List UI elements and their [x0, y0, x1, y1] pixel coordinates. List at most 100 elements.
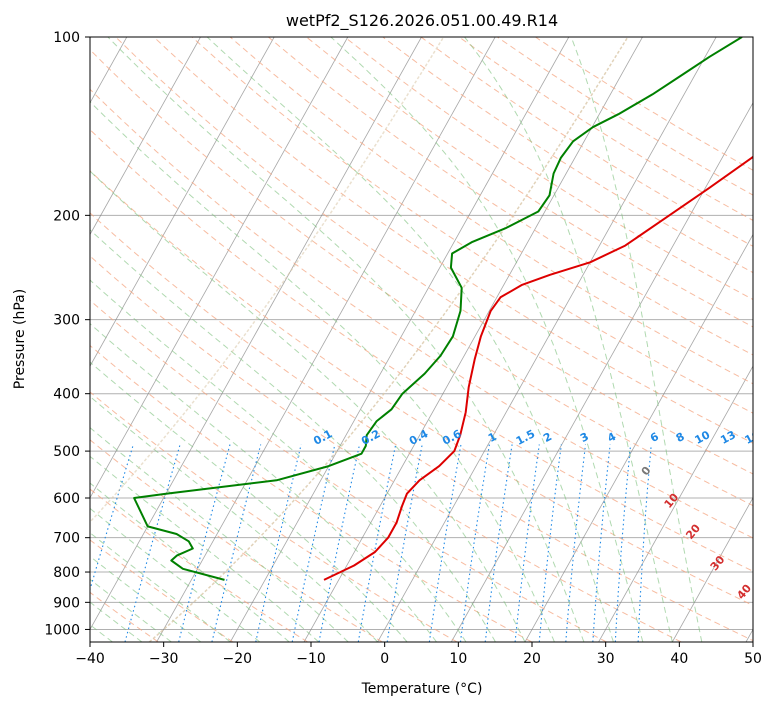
moist-adiabat-line: [90, 507, 261, 642]
mixing-ratio-line: [211, 444, 262, 642]
isotherm-line: [90, 37, 275, 367]
moist-adiabat-line: [463, 37, 673, 642]
y-tick-label: 800: [53, 565, 80, 581]
dry-adiabat-line: [344, 37, 753, 301]
mixing-ratio-label: 6: [648, 430, 661, 445]
dry-adiabat-line: [420, 37, 753, 247]
moist-adiabat-label: 20: [683, 521, 703, 541]
moist-adiabat-line: [90, 427, 349, 642]
mixing-ratio-line: [538, 444, 562, 642]
mixing-ratio-label: 1.5: [514, 427, 537, 448]
mixing-ratio-label: 0.4: [407, 427, 431, 448]
mixing-ratio-line: [514, 444, 540, 642]
dry-adiabat-line: [90, 344, 533, 642]
dry-adiabat-line: [497, 37, 753, 196]
mixing-ratio-label: 16: [743, 428, 763, 447]
dry-adiabat-line: [229, 37, 753, 385]
moist-adiabat-line: [570, 37, 703, 642]
mixing-ratio-label: 0.2: [359, 427, 382, 448]
x-tick-label: −10: [296, 651, 326, 667]
y-tick-label: 200: [53, 208, 80, 224]
plot-frame: [89, 36, 754, 643]
mixing-ratio-label: 10: [693, 428, 713, 447]
dry-adiabat-line: [90, 37, 445, 524]
mixing-ratio-label: 8: [674, 430, 687, 445]
moist-adiabat-line: [90, 279, 467, 642]
dry-adiabat-line: [90, 488, 308, 642]
dry-adiabat-line: [382, 37, 753, 274]
axis-ticks: −40 −30 −20 −10 0 10 20 30 40 5010020030040050060…: [44, 30, 762, 667]
isotherm-line: [303, 37, 643, 642]
x-axis-title: Temperature (°C): [361, 681, 483, 697]
x-tick-label: 10: [449, 651, 467, 667]
isotherm-line: [450, 101, 753, 642]
dry-adiabat-line: [90, 128, 753, 572]
dry-adiabat-line: [90, 439, 383, 642]
mixing-ratio-line: [178, 444, 231, 642]
dry-adiabat-line: [0, 37, 9, 642]
mixing-ratio-label: 3: [578, 430, 591, 445]
moist-adiabat-label: 30: [708, 553, 728, 573]
moist-adiabat-line: [90, 323, 437, 642]
y-tick-label: 1000: [44, 622, 80, 638]
moist-adiabat-line: [90, 532, 231, 642]
isotherm-line: [524, 233, 753, 642]
mixing-ratio-label: 0.6: [440, 427, 464, 448]
dry-adiabat-line: [191, 37, 753, 414]
isotherm-line: [156, 37, 496, 642]
moist-adiabat-line: [90, 100, 555, 642]
isotherm-line: [745, 628, 753, 642]
dry-adiabat-line: [90, 88, 753, 539]
x-tick-label: 0: [380, 651, 389, 667]
mixing-ratio-line: [614, 444, 632, 642]
profile-lines: [133, 37, 753, 581]
y-tick-label: 600: [53, 491, 80, 507]
moist-adiabat-line: [90, 482, 290, 642]
moist-adiabat-line: [206, 37, 614, 642]
mixing-ratio-line: [565, 444, 587, 642]
moist-adiabat-label: 40: [734, 582, 754, 602]
moist-adiabat-line: [90, 395, 378, 642]
background-grid: [0, 37, 753, 642]
mixing-ratio-label: 1: [486, 430, 499, 445]
dry-adiabat-line: [90, 212, 753, 642]
moist-adiabat-line: [90, 361, 408, 642]
isotherm-line: [229, 37, 570, 642]
y-tick-label: 100: [53, 30, 80, 46]
dewpoint-profile-line: [133, 37, 743, 581]
x-tick-label: −30: [149, 651, 179, 667]
mixing-ratio-line: [637, 444, 652, 642]
x-tick-label: 20: [523, 651, 541, 667]
dry-adiabat-line: [90, 299, 607, 642]
moist-adiabat-line: [107, 37, 585, 642]
y-tick-label: 300: [53, 313, 80, 329]
moist-adiabat-line: [90, 170, 526, 642]
isotherm-line: [377, 37, 717, 642]
mixing-ratio-line: [484, 444, 513, 642]
mixing-ratio-label: 2: [541, 430, 554, 445]
y-tick-label: 900: [53, 595, 80, 611]
dry-adiabat-line: [153, 37, 753, 444]
dry-adiabat-line: [458, 37, 753, 221]
dry-adiabat-line: [90, 539, 234, 642]
mixing-ratio-label: 20: [766, 428, 775, 447]
dry-adiabat-line: [115, 37, 753, 475]
isotherm-line: [90, 37, 349, 499]
mixing-ratio-label: 4: [605, 430, 618, 445]
dry-adiabat-line: [306, 37, 753, 328]
reference-line-labels: -100-90-80-70-60-50-40-30-20-10010203040…: [311, 427, 775, 602]
y-tick-label: 500: [53, 444, 80, 460]
mixing-ratio-line: [459, 444, 490, 642]
mixing-ratio-label: 13: [718, 428, 738, 447]
x-tick-label: 40: [670, 651, 688, 667]
isotherm-line: [671, 496, 753, 642]
x-tick-label: −40: [75, 651, 105, 667]
isotherm-line: [598, 365, 753, 642]
mixing-ratio-line: [386, 444, 423, 642]
mixing-ratio-line: [357, 444, 397, 642]
mixing-ratio-line: [318, 444, 361, 642]
isotherm-line: [90, 37, 201, 236]
dry-adiabat-line: [148, 37, 629, 642]
y-axis-title: Pressure (hPa): [12, 289, 28, 389]
